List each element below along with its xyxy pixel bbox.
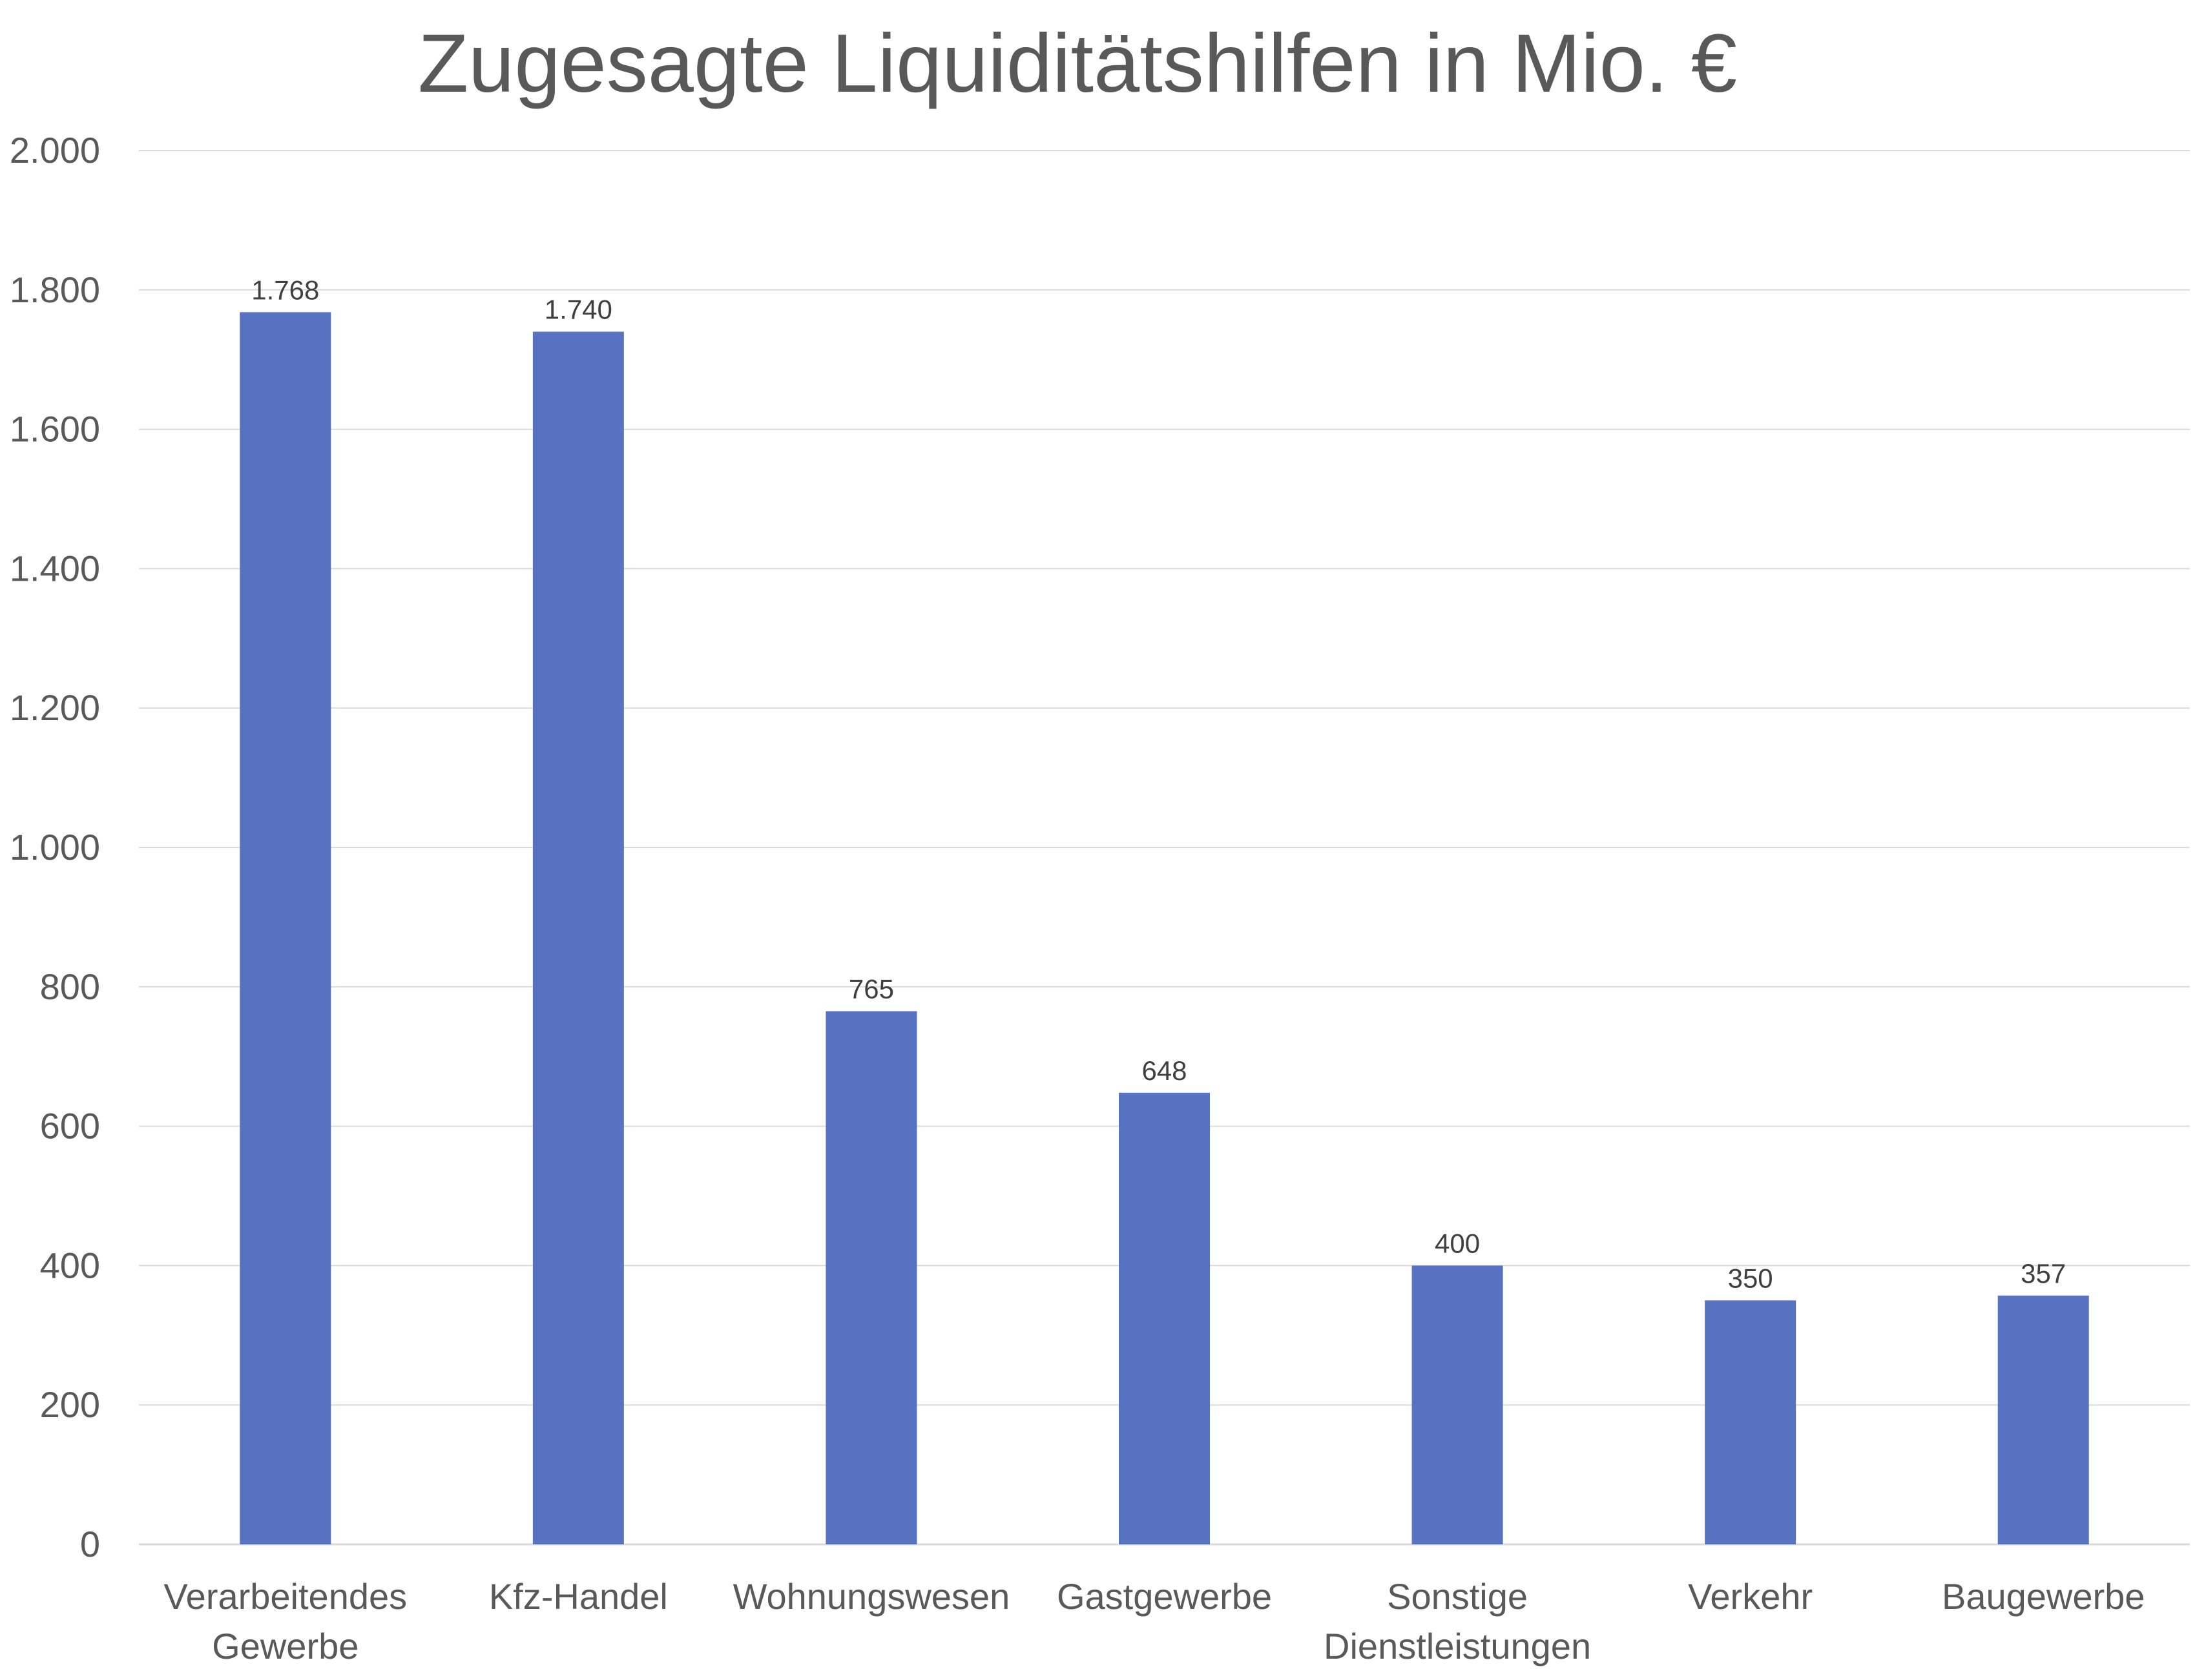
y-tick-label: 2.000 [10, 130, 100, 171]
data-label: 765 [849, 974, 894, 1004]
bar [532, 331, 624, 1544]
bar [1997, 1295, 2089, 1544]
bar [1705, 1300, 1796, 1544]
y-tick-label: 400 [40, 1245, 100, 1285]
y-tick-label: 1.800 [10, 269, 100, 310]
data-labels: 1.768 1.740 765 648 400 350 357 [251, 275, 2066, 1293]
y-tick-label: 800 [40, 966, 100, 1007]
data-label: 350 [1728, 1263, 1773, 1293]
bar [1411, 1265, 1503, 1544]
x-tick-label: Verarbeitendes Gewerbe [163, 1576, 407, 1666]
x-tick-label: Sonstige Dienstleistungen [1324, 1576, 1591, 1666]
x-tick-label-line: Baugewerbe [1942, 1576, 2145, 1617]
data-label: 357 [2021, 1258, 2066, 1289]
gridlines [139, 150, 2190, 1546]
data-label: 1.740 [545, 295, 612, 325]
x-tick-label: Gastgewerbe [1057, 1576, 1272, 1617]
x-tick-label-line: Gewerbe [212, 1626, 359, 1666]
y-axis-tick-labels: 0 200 400 600 800 1.000 1.200 1.400 1.600 1.800 2.… [10, 130, 100, 1564]
y-tick-label: 1.600 [10, 409, 100, 450]
data-label: 400 [1435, 1228, 1480, 1258]
bars [240, 312, 2089, 1544]
y-tick-label: 600 [40, 1106, 100, 1146]
x-tick-label-line: Sonstige [1387, 1576, 1528, 1617]
x-tick-label-line: Verarbeitendes [163, 1576, 407, 1617]
bar [240, 312, 331, 1544]
x-tick-label-line: Gastgewerbe [1057, 1576, 1272, 1617]
data-label: 1.768 [251, 275, 319, 305]
y-tick-label: 1.400 [10, 548, 100, 588]
y-tick-label: 1.000 [10, 827, 100, 867]
y-tick-label: 1.200 [10, 687, 100, 728]
x-tick-label-line: Verkehr [1688, 1576, 1813, 1617]
x-tick-label: Wohnungswesen [733, 1576, 1010, 1617]
x-tick-label: Kfz-Handel [489, 1576, 668, 1617]
x-tick-label-line: Kfz-Handel [489, 1576, 668, 1617]
x-axis-tick-labels: Verarbeitendes Gewerbe Kfz-Handel Wohnungsw… [163, 1576, 2145, 1666]
bar [1119, 1092, 1210, 1544]
chart-title: Zugesagte Liquiditätshilfen in Mio. € [418, 17, 1737, 110]
y-tick-label: 0 [80, 1524, 100, 1564]
x-tick-label-line: Dienstleistungen [1324, 1626, 1591, 1666]
x-tick-label: Baugewerbe [1942, 1576, 2145, 1617]
x-tick-label: Verkehr [1688, 1576, 1813, 1617]
bar [826, 1011, 917, 1544]
data-label: 648 [1141, 1055, 1187, 1086]
y-tick-label: 200 [40, 1384, 100, 1425]
x-tick-label-line: Wohnungswesen [733, 1576, 1010, 1617]
